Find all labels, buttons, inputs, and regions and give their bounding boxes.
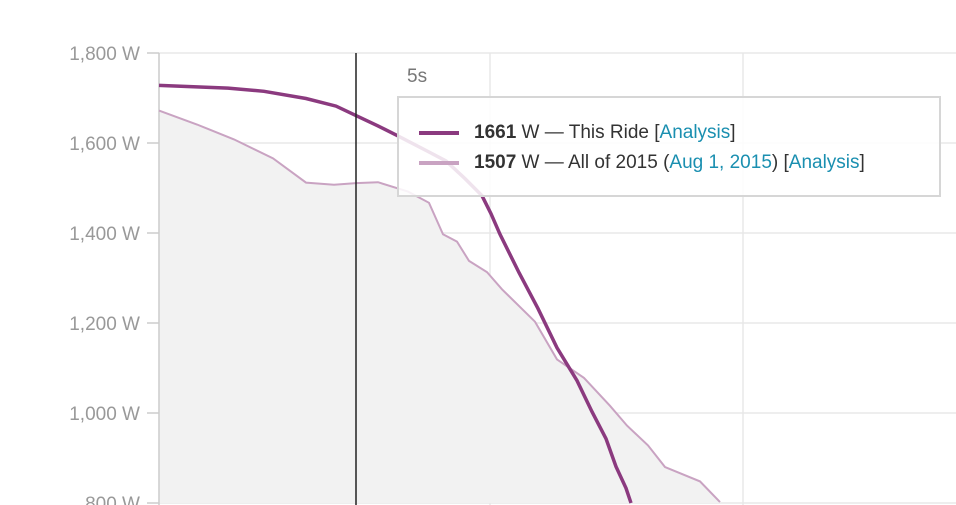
all-of-2015-bracket: ] bbox=[859, 152, 865, 173]
y-tick-label: 1,200 W bbox=[69, 314, 140, 335]
y-tick-label: 1,000 W bbox=[69, 404, 140, 425]
all-of-2015-line bbox=[158, 109, 721, 503]
all-of-2015-swatch bbox=[419, 161, 459, 165]
this-ride-bracket: ] bbox=[730, 122, 736, 143]
y-axis-ticks: 1,800 W 1,600 W 1,400 W 1,200 W 1,000 W 800 W bbox=[69, 44, 159, 505]
y-tick-label: 1,600 W bbox=[69, 134, 140, 155]
legend-this-ride: 1661 W — This Ride [ Analysis ] bbox=[419, 120, 736, 146]
legend-all-of-2015: 1507 W — All of 2015 ( Aug 1, 2015 ) [ A… bbox=[419, 150, 865, 176]
all-of-2015-date-link[interactable]: Aug 1, 2015 bbox=[669, 152, 772, 173]
this-ride-value: 1661 bbox=[474, 122, 517, 143]
this-ride-swatch bbox=[419, 131, 459, 135]
all-of-2015-mid: ) [ bbox=[771, 152, 789, 173]
this-ride-analysis-link[interactable]: Analysis bbox=[659, 122, 731, 143]
hover-duration-label: 5s bbox=[407, 66, 427, 87]
y-tick-label: 1,400 W bbox=[69, 224, 140, 245]
this-ride-text: W — This Ride [ bbox=[516, 122, 660, 143]
y-tick-label: 800 W bbox=[85, 494, 140, 505]
all-of-2015-analysis-link[interactable]: Analysis bbox=[788, 152, 860, 173]
all-of-2015-text: W — All of 2015 ( bbox=[516, 152, 670, 173]
hover-legend: 1661 W — This Ride [ Analysis ] 1507 W —… bbox=[397, 96, 941, 197]
all-of-2015-area bbox=[159, 110, 720, 503]
y-tick-label: 1,800 W bbox=[69, 44, 140, 65]
all-of-2015-value: 1507 bbox=[474, 152, 517, 173]
